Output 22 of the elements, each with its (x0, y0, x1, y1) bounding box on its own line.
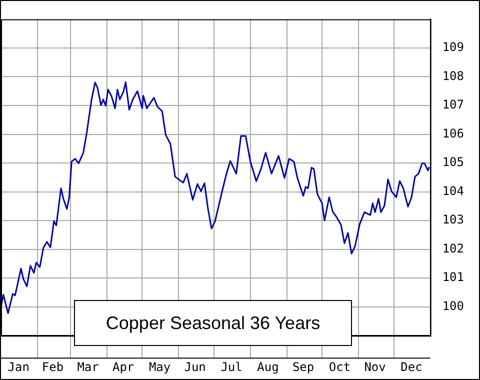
y-tick-label: 106 (442, 126, 464, 140)
x-tick-label: Mar (77, 360, 99, 374)
x-tick-label: Sep (292, 360, 314, 374)
y-tick-label: 105 (442, 155, 464, 170)
y-tick-label: 109 (442, 40, 464, 54)
y-tick-label: 102 (442, 241, 464, 256)
x-tick-label: Nov (364, 360, 386, 374)
x-tick-label: Jan (8, 360, 30, 374)
x-tick-label: May (148, 360, 171, 374)
x-tick-label: Aug (257, 360, 279, 374)
x-tick-label: Oct (328, 360, 351, 374)
x-tick-label: Jul (220, 360, 242, 374)
y-tick-label: 103 (442, 212, 464, 227)
y-tick-label: 107 (442, 98, 464, 112)
y-tick-label: 101 (442, 270, 464, 284)
y-tick-label: 104 (442, 184, 464, 198)
x-tick-label: Jun (184, 360, 206, 374)
x-tick-label: Feb (42, 360, 64, 374)
x-tick-label: Apr (112, 360, 134, 374)
x-tick-label: Dec (400, 360, 422, 374)
y-tick-label: 108 (442, 68, 464, 83)
y-tick-label: 100 (442, 298, 464, 313)
